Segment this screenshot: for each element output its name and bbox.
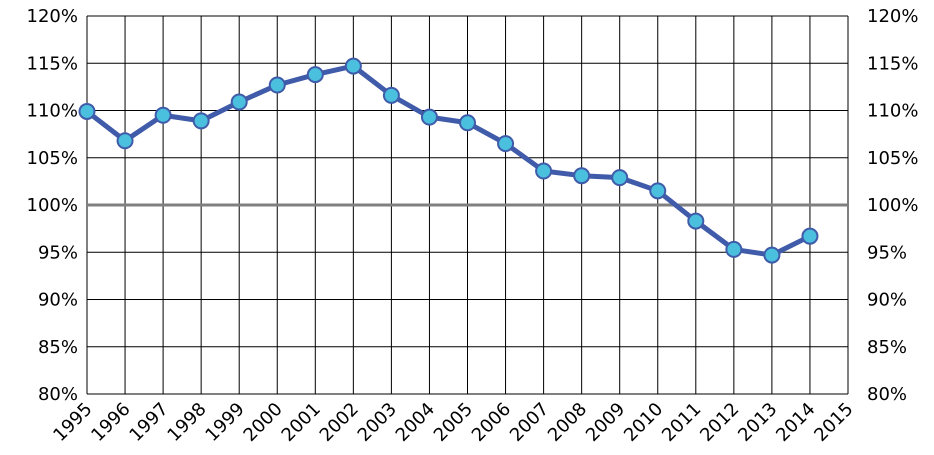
x-tick-label: 2009 (582, 399, 629, 446)
x-tick-label: 1995 (49, 399, 96, 446)
grid (86, 15, 849, 395)
x-tick-label: 2011 (658, 399, 705, 446)
x-tick-label: 2000 (240, 399, 287, 446)
right-y-tick-label: 80% (867, 384, 907, 405)
x-tick-label: 2004 (392, 399, 439, 446)
left-y-tick-label: 85% (38, 337, 78, 358)
x-tick-label: 1996 (87, 399, 134, 446)
right-y-tick-label: 85% (867, 337, 907, 358)
right-y-tick-label: 120% (867, 6, 918, 27)
x-tick-label: 1998 (163, 399, 210, 446)
left-y-tick-label: 90% (38, 290, 78, 311)
data-point (306, 66, 324, 84)
x-tick-label: 2013 (734, 399, 781, 446)
x-tick-label: 2012 (696, 399, 743, 446)
data-point (497, 135, 515, 153)
x-tick-label: 2003 (354, 399, 401, 446)
data-point (344, 57, 362, 75)
data-point (268, 76, 286, 94)
series-group (78, 57, 819, 264)
x-tick-label: 1997 (125, 399, 172, 446)
x-tick-label: 2008 (544, 399, 591, 446)
left-y-tick-label: 110% (27, 101, 78, 122)
left-y-tick-label: 95% (38, 242, 78, 263)
x-tick-label: 2005 (430, 399, 477, 446)
left-y-tick-label: 100% (27, 195, 78, 216)
data-point (611, 169, 629, 187)
x-tick-label: 2001 (278, 399, 325, 446)
x-tick-label: 2002 (316, 399, 363, 446)
x-tick-label: 2007 (506, 399, 553, 446)
data-point (801, 227, 819, 245)
data-point (154, 106, 172, 124)
data-point (649, 182, 667, 200)
data-point (116, 132, 134, 150)
data-point (535, 162, 553, 180)
right-y-tick-label: 95% (867, 242, 907, 263)
data-point (382, 86, 400, 104)
right-y-tick-label: 110% (867, 101, 918, 122)
right-y-tick-label: 100% (867, 195, 918, 216)
data-point (573, 167, 591, 185)
right-y-axis: 80% 85% 90% 95% 100% 105% 110% 115% 120% (867, 6, 918, 405)
left-y-tick-label: 105% (27, 148, 78, 169)
right-y-tick-label: 90% (867, 290, 907, 311)
x-axis: 1995199619971998199920002001200220032004… (49, 399, 857, 446)
x-tick-label: 2010 (620, 399, 667, 446)
data-point (725, 240, 743, 258)
data-point (687, 212, 705, 230)
left-y-tick-label: 115% (27, 53, 78, 74)
data-point (763, 246, 781, 264)
left-y-axis: 80% 85% 90% 95% 100% 105% 110% 115% 120% (27, 6, 78, 405)
right-y-tick-label: 105% (867, 148, 918, 169)
data-point (230, 93, 248, 111)
x-tick-label: 2006 (468, 399, 515, 446)
right-y-tick-label: 115% (867, 53, 918, 74)
data-point (420, 108, 438, 126)
data-point (459, 114, 476, 132)
left-y-tick-label: 120% (27, 6, 78, 27)
data-point (78, 102, 96, 120)
x-tick-label: 2014 (772, 399, 819, 446)
data-point (192, 112, 210, 130)
left-y-tick-label: 80% (38, 384, 78, 405)
x-tick-label: 2015 (810, 399, 857, 446)
x-tick-label: 1999 (201, 399, 248, 446)
